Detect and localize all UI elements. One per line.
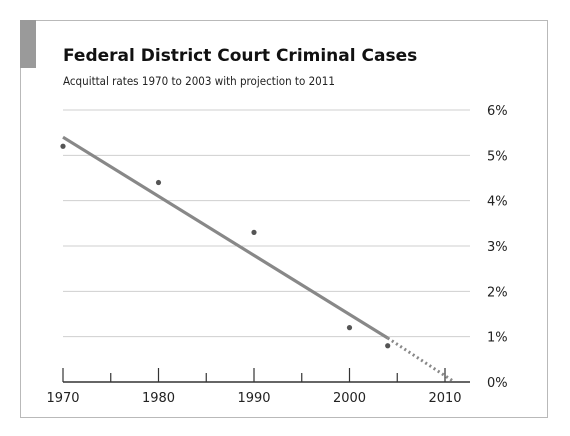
x-tick-label: 1990 <box>237 391 270 406</box>
corner-accent <box>20 20 36 68</box>
chart-frame <box>20 20 548 418</box>
x-tick-label: 1980 <box>142 391 175 406</box>
y-tick-label: 2% <box>487 285 508 300</box>
data-point <box>346 325 353 331</box>
y-tick-label: 0% <box>487 376 508 391</box>
data-point <box>60 143 66 149</box>
data-points <box>60 143 391 349</box>
y-axis-labels: 0% 1% 2% 3% 4% 5% 6% <box>487 104 508 391</box>
chart-subtitle: Acquittal rates 1970 to 2003 with projec… <box>63 74 335 88</box>
x-tick-label: 2010 <box>428 391 461 406</box>
x-tick-label: 1970 <box>46 391 79 406</box>
data-point <box>385 343 391 349</box>
x-tick-label: 2000 <box>333 391 366 406</box>
x-axis: 1970 1980 1990 2000 2010 <box>46 368 470 406</box>
trend-lines <box>62 135 456 384</box>
y-tick-label: 4% <box>487 195 508 210</box>
y-tick-label: 6% <box>487 104 508 119</box>
y-tick-label: 3% <box>487 240 508 255</box>
trend-line <box>62 135 389 340</box>
projection-line <box>386 336 456 384</box>
grid-lines <box>63 109 470 338</box>
y-tick-label: 1% <box>487 331 508 346</box>
data-point <box>155 179 162 186</box>
y-tick-label: 5% <box>487 149 508 164</box>
chart-title: Federal District Court Criminal Cases <box>63 46 418 66</box>
data-point <box>251 229 257 235</box>
